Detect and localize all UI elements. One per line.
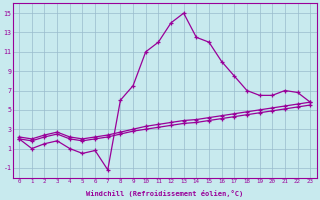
X-axis label: Windchill (Refroidissement éolien,°C): Windchill (Refroidissement éolien,°C)	[86, 190, 243, 197]
